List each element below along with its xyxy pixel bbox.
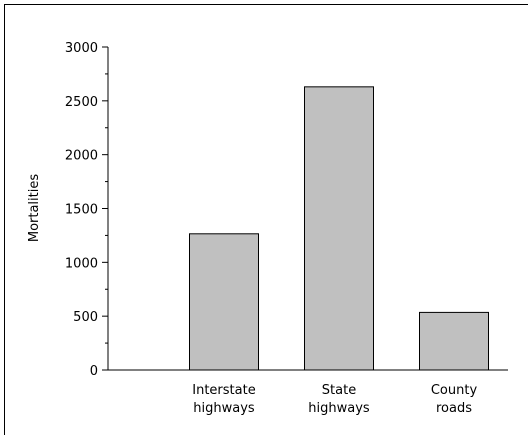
bar (189, 233, 259, 371)
x-axis: Interstate highways State highways County roa… (108, 369, 508, 416)
y-tick-label: 2500 (65, 95, 98, 110)
y-tick-label: 1000 (65, 256, 98, 271)
x-tick-label: highways (193, 401, 255, 416)
x-tick-label: State (322, 383, 356, 398)
x-tick-label: County (431, 383, 478, 398)
bar (304, 86, 374, 371)
y-tick-label: 2000 (65, 149, 98, 164)
bars (189, 86, 489, 371)
bar (419, 311, 489, 371)
x-tick-label: highways (308, 401, 370, 416)
y-tick-label: 3000 (65, 41, 98, 56)
y-tick-label: 1500 (65, 203, 98, 218)
y-axis-label: Mortalities (27, 174, 42, 243)
y-tick-label: 500 (73, 310, 98, 325)
y-axis: 0 500 1000 1500 2000 2500 3000 (65, 41, 109, 379)
y-tick-label: 0 (90, 364, 98, 379)
x-tick-label: Interstate (192, 383, 255, 398)
x-tick-label: roads (436, 401, 472, 416)
